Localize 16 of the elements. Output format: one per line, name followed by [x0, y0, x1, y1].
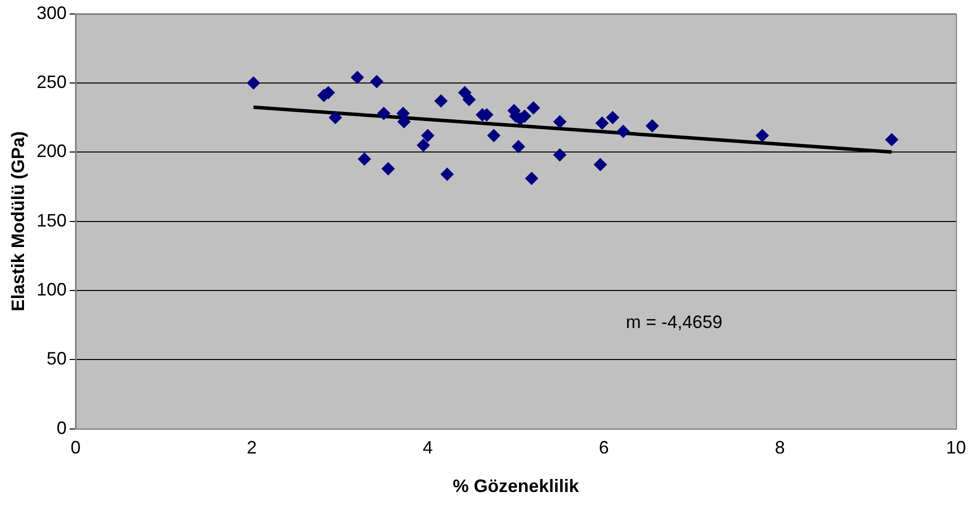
y-tick-label: 300 — [36, 2, 67, 23]
y-tick-label: 100 — [36, 279, 67, 300]
x-tick-label: 8 — [774, 438, 785, 458]
y-tick-label: 0 — [56, 418, 67, 438]
y-tick-label: 200 — [36, 141, 67, 162]
x-tick-label: 0 — [70, 438, 81, 458]
annotation: m = -4,4659 — [626, 312, 722, 332]
x-tick-label: 2 — [246, 438, 257, 458]
y-axis-title: Elastik Modülü (GPa) — [8, 131, 28, 312]
y-tick-label: 50 — [46, 348, 67, 369]
y-tick-label: 250 — [36, 72, 67, 92]
x-tick-label: 10 — [946, 438, 966, 458]
y-tick-label: 150 — [36, 210, 67, 230]
x-tick-label: 4 — [422, 438, 433, 458]
x-axis-title: % Gözeneklilik — [452, 476, 580, 496]
x-tick-label: 6 — [598, 438, 609, 458]
